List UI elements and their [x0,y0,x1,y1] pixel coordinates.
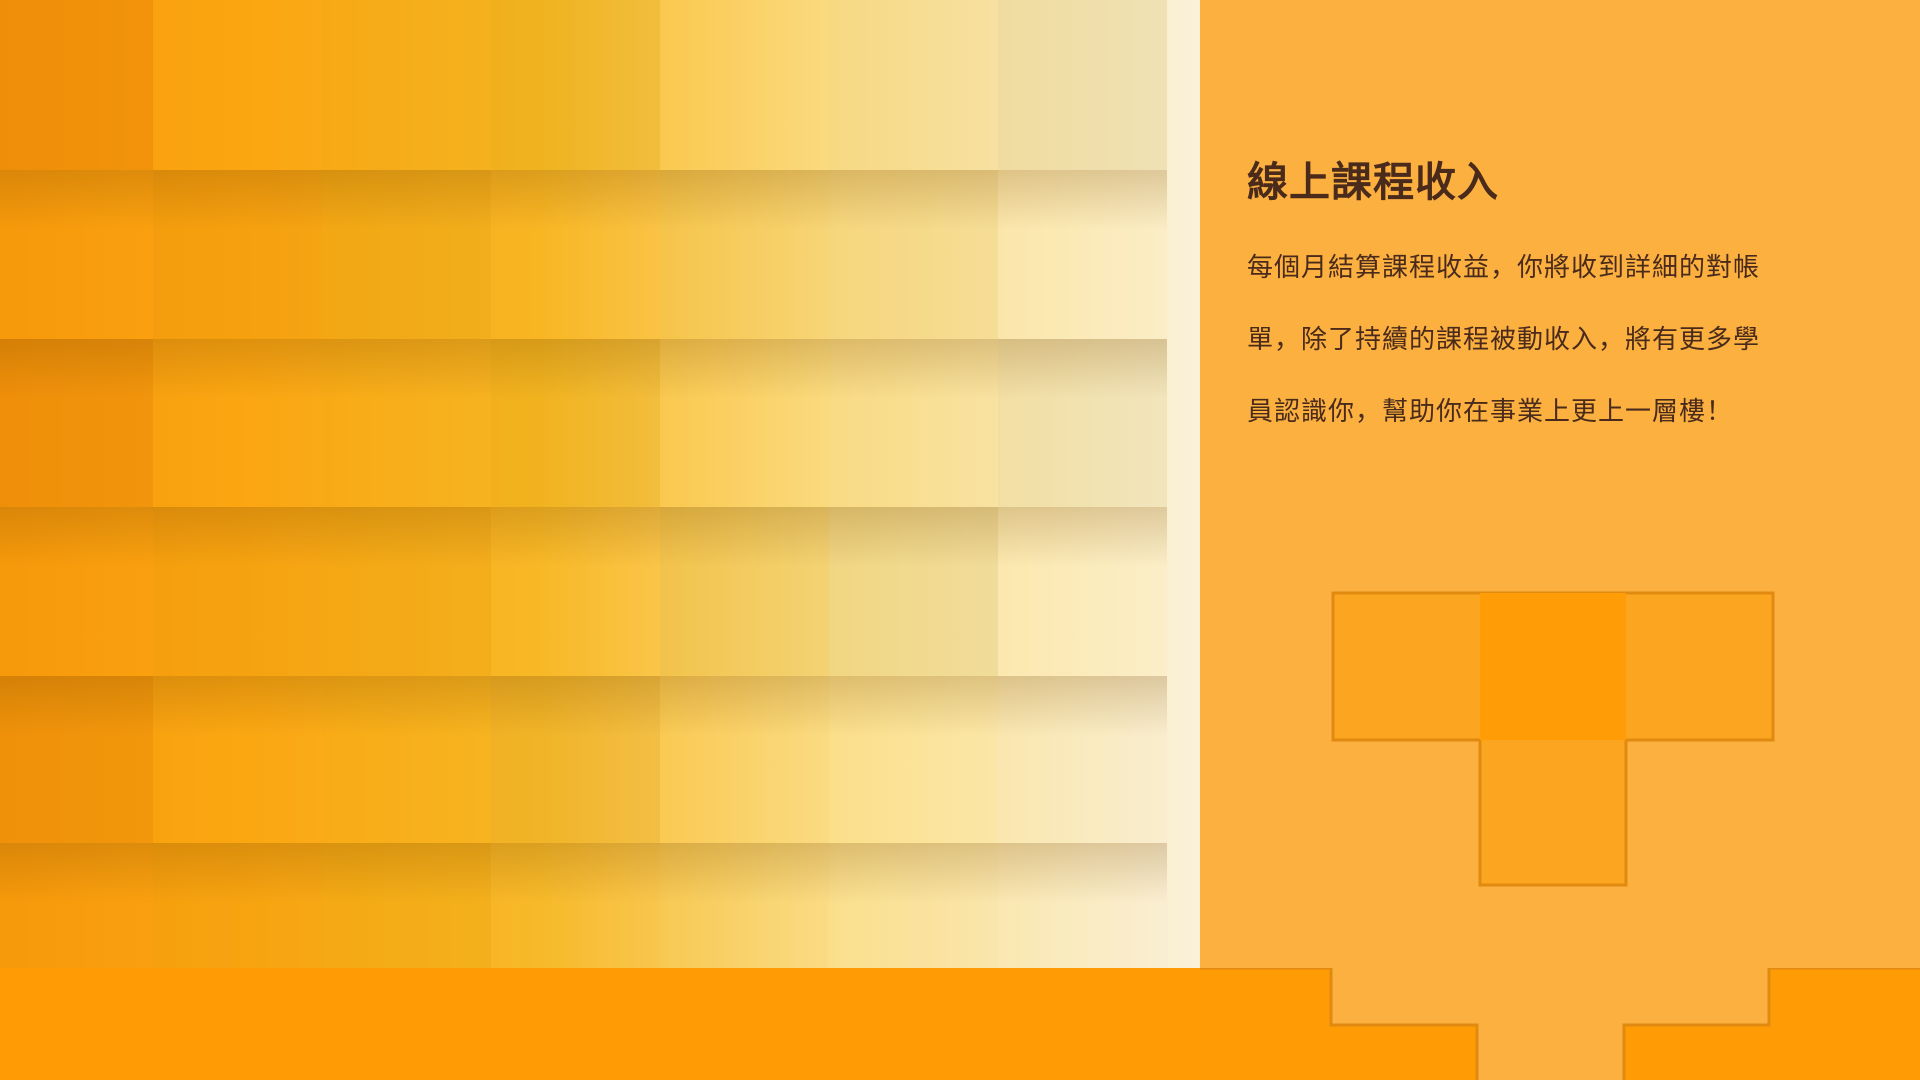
checker-tile [322,339,491,507]
checker-tile [829,843,998,970]
checker-tile-shadow [0,843,153,903]
checker-tile [829,170,998,339]
checker-tile [660,676,829,843]
checker-tile-shadow [322,170,491,230]
checker-tile-shadow [660,507,829,567]
checker-tile-shadow [829,170,998,230]
checker-tile [998,170,1167,339]
checker-tile [491,507,660,676]
checker-tile-shadow [153,507,322,567]
checker-tile-shadow [829,843,998,903]
checker-tile-shadow [0,507,153,567]
checker-tile [829,676,998,843]
checker-tile [660,507,829,676]
checker-tile [998,843,1167,970]
checker-tile-shadow [153,843,322,903]
checker-tile-shadow [153,170,322,230]
checker-tile-shadow [660,170,829,230]
checker-tile-shadow [829,339,998,399]
checker-tile [0,339,153,507]
checker-tile [322,170,491,339]
checker-tile-shadow [998,507,1167,567]
bottom-band-shape [0,968,1477,1080]
checker-tile [153,339,322,507]
checker-tile [998,676,1167,843]
checker-pattern-image [0,0,1200,970]
checker-tile [0,676,153,843]
checker-tile [153,676,322,843]
checker-tile [322,843,491,970]
checker-tile-shadow [998,843,1167,903]
checker-tile [998,339,1167,507]
checker-tile-shadow [322,507,491,567]
checker-tile [153,843,322,970]
checker-tile [660,843,829,970]
bottom-band-outline [1200,968,1920,1080]
bottom-band-shape-right [1624,968,1920,1080]
checker-tile-shadow [491,339,660,399]
checker-tile-shadow [998,170,1167,230]
checker-tile [998,507,1167,676]
checker-tile [153,170,322,339]
checker-tile-shadow [829,676,998,736]
checker-tile [660,339,829,507]
checker-tile-shadow [998,339,1167,399]
checker-tile [153,507,322,676]
right-panel [1200,0,1920,1080]
checker-tile [0,170,153,339]
t-block-shape [1331,591,1775,887]
checker-tile [491,170,660,339]
checker-tile-shadow [660,843,829,903]
checker-tile [829,339,998,507]
checker-tile-shadow [998,676,1167,736]
checker-tile [0,0,153,170]
checker-tile-shadow [322,339,491,399]
checker-tile [491,843,660,970]
checker-tile [660,170,829,339]
checker-tile-shadow [0,339,153,399]
checker-tile-shadow [322,676,491,736]
checker-tile-shadow [153,339,322,399]
checker-tile [660,0,829,170]
checker-tile [0,843,153,970]
checker-tile-shadow [322,843,491,903]
checker-tile [491,676,660,843]
bottom-band [0,968,1920,1080]
checker-tile-shadow [491,170,660,230]
checker-tile [829,0,998,170]
checker-tile-shadow [660,676,829,736]
checker-tile-shadow [491,676,660,736]
checker-tile [829,507,998,676]
checker-tile [153,0,322,170]
checker-tile-shadow [491,843,660,903]
checker-tile-shadow [0,170,153,230]
checker-tile [491,0,660,170]
checker-tile-shadow [491,507,660,567]
slide-title: 線上課程收入 [1247,158,1499,206]
checker-tile [0,507,153,676]
checker-tile [322,676,491,843]
checker-tile-shadow [660,339,829,399]
t-block-center [1480,593,1626,740]
checker-tile [322,507,491,676]
checker-tile-shadow [153,676,322,736]
slide-body-text: 每個月結算課程收益，你將收到詳細的對帳單，除了持續的課程被動收入，將有更多學員認… [1247,253,1761,427]
checker-tile [998,0,1167,170]
checker-tile-shadow [829,507,998,567]
checker-tile-shadow [0,676,153,736]
checker-tile [491,339,660,507]
checker-tile [322,0,491,170]
